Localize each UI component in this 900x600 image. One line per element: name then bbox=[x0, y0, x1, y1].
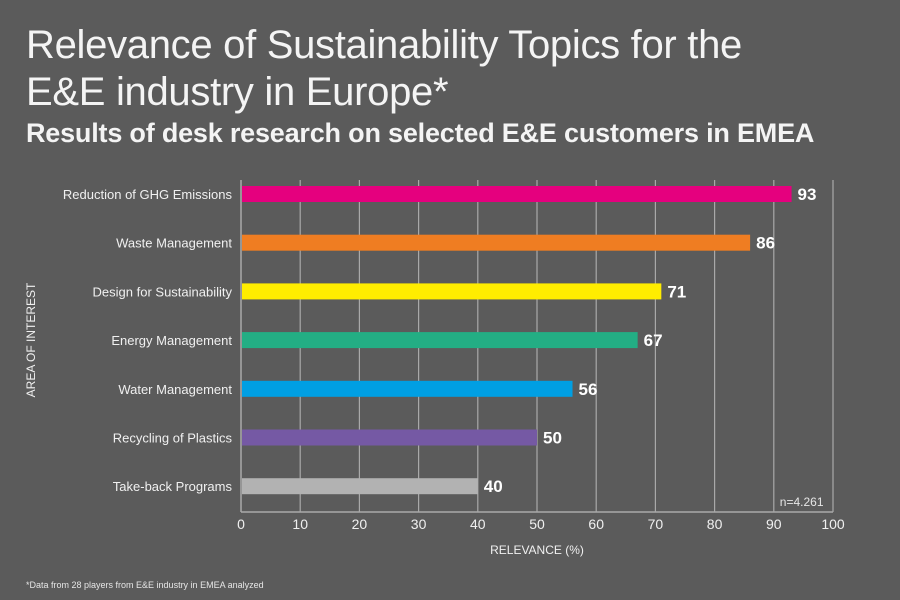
category-label: Recycling of Plastics bbox=[113, 431, 233, 446]
chart-title-line1: Relevance of Sustainability Topics for t… bbox=[26, 23, 742, 67]
bar bbox=[242, 332, 638, 349]
category-label: Take-back Programs bbox=[113, 479, 233, 494]
x-axis-label: RELEVANCE (%) bbox=[490, 543, 584, 557]
bar bbox=[242, 283, 662, 300]
x-tick-label: 50 bbox=[529, 516, 545, 532]
bar bbox=[242, 234, 751, 251]
value-label: 86 bbox=[756, 234, 775, 253]
category-label: Waste Management bbox=[116, 236, 232, 251]
value-label: 71 bbox=[667, 282, 686, 301]
x-tick-labels: 0 10 20 30 40 50 60 70 80 90 100 bbox=[237, 516, 845, 532]
category-label: Design for Sustainability bbox=[93, 284, 233, 299]
category-labels: Reduction of GHG Emissions Waste Manageme… bbox=[63, 187, 233, 494]
footnote: *Data from 28 players from E&E industry … bbox=[26, 580, 264, 590]
x-tick-label: 60 bbox=[588, 516, 604, 532]
category-label: Energy Management bbox=[111, 333, 232, 348]
bar bbox=[242, 478, 478, 495]
category-label: Reduction of GHG Emissions bbox=[63, 187, 233, 202]
bar bbox=[242, 186, 792, 202]
sample-size-annotation: n=4.261 bbox=[780, 495, 824, 509]
x-tick-label: 0 bbox=[237, 516, 245, 532]
value-label: 50 bbox=[543, 429, 562, 448]
value-labels: 93 86 71 67 56 50 40 bbox=[484, 185, 817, 496]
chart-title-line2: E&E industry in Europe* bbox=[26, 70, 449, 114]
value-label: 67 bbox=[644, 331, 663, 350]
bar bbox=[242, 429, 537, 446]
x-tick-label: 40 bbox=[470, 516, 486, 532]
bar bbox=[242, 380, 573, 397]
y-axis-label: AREA OF INTEREST bbox=[24, 282, 38, 397]
value-label: 93 bbox=[798, 185, 817, 204]
value-label: 40 bbox=[484, 477, 503, 496]
x-tick-label: 10 bbox=[292, 516, 308, 532]
x-tick-label: 90 bbox=[766, 516, 782, 532]
x-tick-label: 100 bbox=[821, 516, 845, 532]
x-tick-label: 80 bbox=[707, 516, 723, 532]
bars bbox=[242, 186, 792, 495]
chart-title: Relevance of Sustainability Topics for t… bbox=[26, 22, 742, 116]
x-tick-label: 70 bbox=[648, 516, 664, 532]
value-label: 56 bbox=[579, 380, 598, 399]
x-tick-label: 30 bbox=[411, 516, 427, 532]
x-tick-label: 20 bbox=[352, 516, 368, 532]
category-label: Water Management bbox=[118, 382, 232, 397]
chart-subtitle: Results of desk research on selected E&E… bbox=[26, 118, 815, 148]
